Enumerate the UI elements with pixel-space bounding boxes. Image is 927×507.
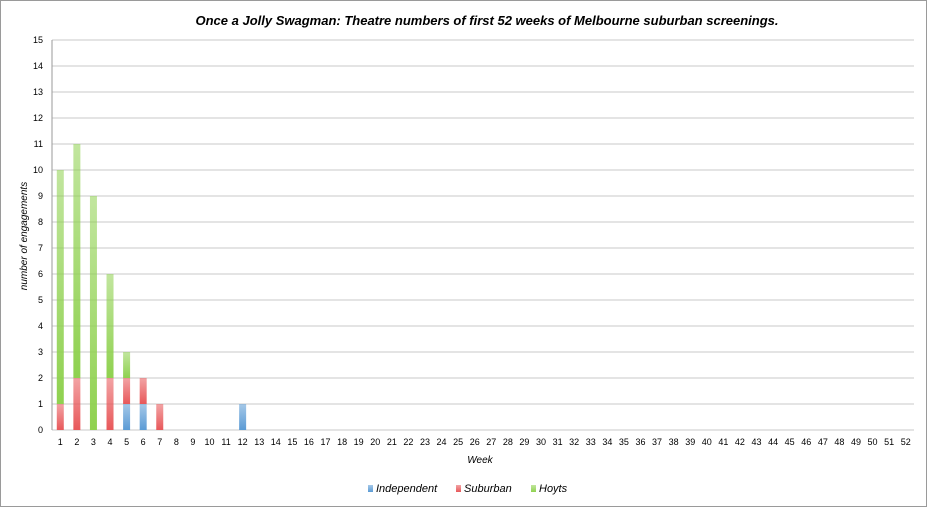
x-tick-label: 18 [337, 437, 347, 447]
y-tick-label: 15 [33, 35, 43, 45]
x-tick-label: 52 [901, 437, 911, 447]
legend-label-independent: Independent [376, 483, 438, 495]
x-tick-label: 30 [536, 437, 546, 447]
x-tick-label: 4 [108, 437, 113, 447]
x-tick-label: 25 [453, 437, 463, 447]
x-tick-label: 37 [652, 437, 662, 447]
x-tick-label: 21 [387, 437, 397, 447]
y-tick-label: 0 [38, 425, 43, 435]
x-tick-label: 5 [124, 437, 129, 447]
bar-hoyts-week-4 [106, 274, 114, 378]
x-tick-label: 50 [868, 437, 878, 447]
bar-hoyts-week-5 [123, 352, 131, 378]
x-tick-label: 31 [553, 437, 563, 447]
x-tick-label: 46 [801, 437, 811, 447]
x-tick-label: 29 [519, 437, 529, 447]
x-tick-label: 2 [74, 437, 79, 447]
x-tick-label: 17 [321, 437, 331, 447]
y-tick-label: 7 [38, 243, 43, 253]
x-tick-label: 23 [420, 437, 430, 447]
y-tick-label: 14 [33, 61, 43, 71]
y-tick-label: 8 [38, 217, 43, 227]
y-tick-label: 5 [38, 295, 43, 305]
gridlines [51, 39, 914, 431]
x-tick-label: 16 [304, 437, 314, 447]
x-tick-label: 33 [586, 437, 596, 447]
x-tick-label: 38 [669, 437, 679, 447]
x-tick-label: 51 [884, 437, 894, 447]
y-tick-label: 13 [33, 87, 43, 97]
bar-suburban-week-7 [156, 404, 164, 430]
x-tick-label: 11 [221, 437, 230, 447]
bar-hoyts-week-1 [56, 170, 64, 404]
y-tick-label: 4 [38, 321, 43, 331]
x-tick-label: 48 [834, 437, 844, 447]
y-tick-label: 9 [38, 191, 43, 201]
bar-suburban-week-6 [139, 378, 147, 404]
x-axis-label: Week [467, 455, 493, 466]
x-tick-label: 36 [635, 437, 645, 447]
bar-hoyts-week-2 [73, 144, 81, 378]
x-tick-label: 1 [58, 437, 63, 447]
legend-swatch-independent [368, 485, 373, 492]
y-tick-label: 10 [33, 165, 43, 175]
bar-suburban-week-4 [106, 378, 114, 430]
x-tick-label: 8 [174, 437, 179, 447]
x-tick-label: 24 [437, 437, 447, 447]
x-tick-label: 34 [602, 437, 612, 447]
legend: Independent Suburban Hoyts [368, 483, 568, 495]
x-tick-label: 39 [685, 437, 695, 447]
x-tick-label: 49 [851, 437, 861, 447]
bars [56, 144, 247, 430]
x-tick-label: 7 [157, 437, 162, 447]
x-tick-label: 45 [785, 437, 795, 447]
bar-suburban-week-2 [73, 378, 81, 430]
x-tick-labels: 1 2 3 4 5 6 7 8 9 10 11 12 13 14 15 16 17 18 19 20 21 22 23 24 2… [58, 437, 911, 447]
y-tick-label: 11 [34, 139, 43, 149]
x-tick-label: 20 [370, 437, 380, 447]
x-tick-label: 26 [470, 437, 480, 447]
legend-label-suburban: Suburban [464, 483, 512, 495]
x-tick-label: 44 [768, 437, 778, 447]
x-tick-label: 35 [619, 437, 629, 447]
x-tick-label: 40 [702, 437, 712, 447]
y-tick-label: 1 [38, 399, 43, 409]
bar-independent-week-12 [239, 404, 247, 430]
x-tick-label: 12 [238, 437, 248, 447]
legend-label-hoyts: Hoyts [539, 483, 568, 495]
y-tick-label: 3 [38, 347, 43, 357]
bar-suburban-week-5 [123, 378, 131, 404]
y-tick-label: 2 [38, 373, 43, 383]
x-tick-label: 9 [190, 437, 195, 447]
x-tick-label: 27 [486, 437, 496, 447]
x-tick-label: 22 [403, 437, 413, 447]
bar-suburban-week-1 [56, 404, 64, 430]
x-tick-label: 28 [503, 437, 513, 447]
x-tick-label: 19 [354, 437, 364, 447]
x-tick-label: 15 [287, 437, 297, 447]
y-tick-label: 12 [33, 113, 43, 123]
x-tick-label: 43 [752, 437, 762, 447]
y-axis-label: number of engagements [19, 182, 30, 290]
x-tick-label: 6 [141, 437, 146, 447]
x-tick-label: 47 [818, 437, 828, 447]
y-tick-label: 6 [38, 269, 43, 279]
x-tick-label: 3 [91, 437, 96, 447]
x-tick-label: 10 [204, 437, 214, 447]
x-tick-label: 42 [735, 437, 745, 447]
x-tick-label: 32 [569, 437, 579, 447]
x-tick-label: 14 [271, 437, 281, 447]
legend-swatch-hoyts [531, 485, 536, 492]
chart-title: Once a Jolly Swagman: Theatre numbers of… [196, 13, 779, 28]
x-tick-label: 41 [718, 437, 728, 447]
bar-independent-week-6 [139, 404, 147, 430]
bar-independent-week-5 [123, 404, 131, 430]
x-tick-label: 13 [254, 437, 264, 447]
bar-hoyts-week-3 [89, 196, 97, 430]
legend-swatch-suburban [456, 485, 461, 492]
